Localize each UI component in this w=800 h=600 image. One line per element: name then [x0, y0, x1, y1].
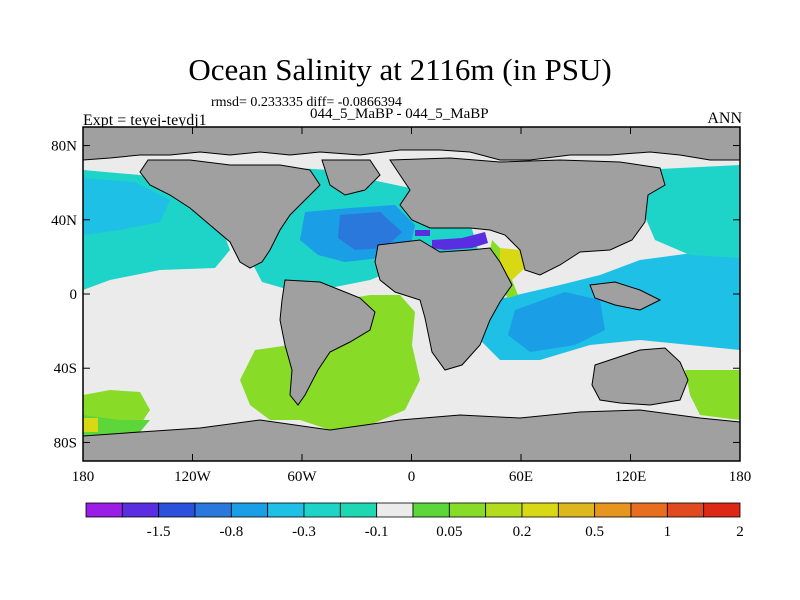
land-arctic-north — [83, 127, 740, 161]
center-title: 044_5_MaBP - 044_5_MaBP — [310, 106, 489, 122]
colorbar-box — [194, 502, 232, 518]
salinity-field-southeast — [685, 370, 740, 420]
colorbar-box — [594, 502, 632, 518]
colorbar-box — [412, 502, 450, 518]
colorbar-label: 0.2 — [513, 524, 532, 540]
colorbar-box — [666, 502, 705, 518]
latitude-ticks: 80N 40N 0 40S 80S — [51, 139, 740, 451]
salinity-field-atlantic-core — [338, 212, 402, 250]
salinity-field-indian-core — [508, 292, 605, 352]
lon-tick-label: 120W — [174, 469, 212, 485]
land-africa — [374, 239, 513, 371]
lon-tick-label: 60W — [287, 469, 317, 485]
map-field — [83, 127, 740, 461]
colorbar-box — [85, 502, 123, 518]
colorbar-box — [703, 502, 741, 518]
colorbar-box — [158, 502, 196, 518]
salinity-field-med-west — [415, 230, 430, 236]
colorbar-box — [230, 502, 269, 518]
land-masses — [83, 127, 740, 461]
lat-tick-label: 0 — [70, 287, 78, 303]
land-south-america — [279, 279, 376, 406]
lon-tick-label: 180 — [729, 469, 752, 485]
map-title: Ocean Salinity at 2116m (in PSU) — [188, 52, 612, 87]
land-north-america — [139, 159, 321, 269]
salinity-field-red-sea — [500, 248, 525, 280]
lat-tick-label: 40S — [54, 361, 77, 377]
salinity-field-east-asia — [640, 165, 740, 258]
colorbar-label: -1.5 — [147, 524, 171, 540]
lon-tick-label: 120E — [615, 469, 647, 485]
colorbar: -1.5 -0.8 -0.3 -0.1 0.05 0.2 0.5 1 2 — [85, 502, 744, 540]
season-label: ANN — [707, 110, 742, 127]
lon-tick-label: 0 — [408, 469, 416, 485]
land-indonesia — [589, 281, 662, 311]
colorbar-label: 0.5 — [585, 524, 604, 540]
salinity-field-pacific-core — [83, 178, 170, 235]
colorbar-box — [448, 502, 487, 518]
land-eurasia — [389, 157, 666, 276]
lat-tick-label: 80N — [51, 139, 77, 155]
colorbar-box — [521, 502, 559, 518]
rmsd-diff-subtitle: rmsd= 0.233335 diff= -0.0866394 — [211, 95, 402, 110]
colorbar-box — [376, 502, 414, 518]
salinity-field-south-pacific-band — [240, 345, 300, 420]
lon-tick-label: 180 — [72, 469, 95, 485]
colorbar-label: 0.05 — [436, 524, 462, 540]
lat-tick-label: 80S — [54, 435, 77, 451]
salinity-field-edge-yellow — [83, 418, 98, 432]
longitude-ticks: 180 120W 60W 0 60E 120E 180 — [72, 127, 752, 485]
colorbar-box — [557, 502, 596, 518]
land-greenland — [321, 159, 381, 196]
colorbar-label: 1 — [664, 524, 672, 540]
colorbar-label: 2 — [736, 524, 744, 540]
colorbar-box — [121, 502, 160, 518]
colorbar-box — [630, 502, 668, 518]
colorbar-label: -0.1 — [365, 524, 389, 540]
colorbar-label: -0.3 — [292, 524, 316, 540]
colorbar-box — [339, 502, 378, 518]
salinity-field-mediterranean — [432, 232, 488, 250]
colorbar-box — [485, 502, 523, 518]
lon-tick-label: 60E — [509, 469, 533, 485]
colorbar-label: -0.8 — [219, 524, 243, 540]
land-antarctica — [83, 409, 740, 461]
colorbar-box — [267, 502, 305, 518]
lat-tick-label: 40N — [51, 213, 77, 229]
colorbar-box — [303, 502, 341, 518]
land-australia — [591, 347, 689, 406]
experiment-label: Expt = teyej-teydj1 — [83, 112, 207, 129]
